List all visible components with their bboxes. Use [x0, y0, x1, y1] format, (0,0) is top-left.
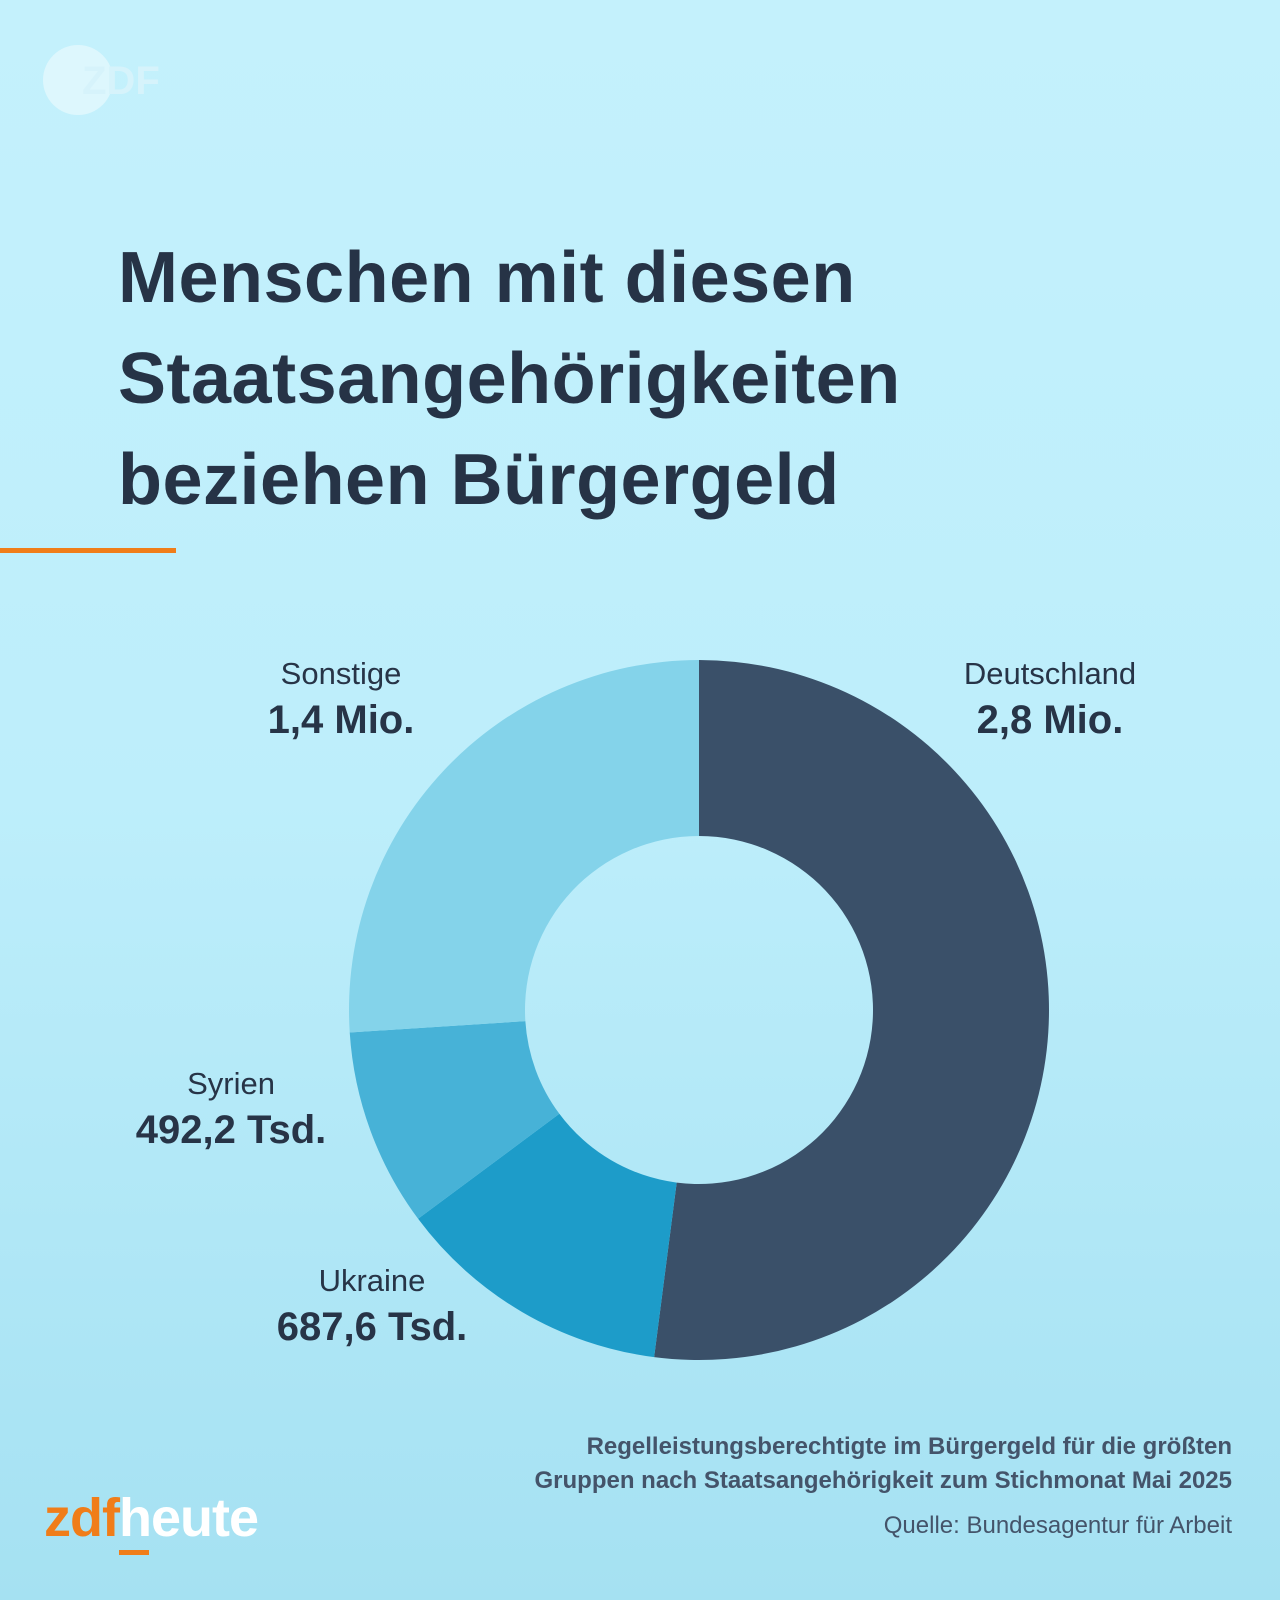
page-title: Menschen mit diesen Staatsangehörigkeite…: [118, 228, 901, 531]
label-deutschland: Deutschland 2,8 Mio.: [964, 656, 1136, 743]
slice-value: 492,2 Tsd.: [135, 1108, 327, 1152]
title-line: Menschen mit diesen: [118, 238, 856, 318]
description-line: Regelleistungsberechtigte im Bürgergeld …: [586, 1433, 1232, 1460]
slice-name: Ukraine: [318, 1263, 426, 1298]
title-line: Staatsangehörigkeiten: [118, 339, 901, 419]
title-line: beziehen Bürgergeld: [118, 440, 840, 520]
label-sonstige: Sonstige 1,4 Mio.: [268, 656, 415, 743]
slice-value: 687,6 Tsd.: [276, 1305, 468, 1349]
donut-slice-sonstige: [349, 660, 699, 1033]
label-ukraine: Ukraine 687,6 Tsd.: [277, 1263, 467, 1350]
slice-value: 2,8 Mio.: [976, 698, 1124, 742]
slice-value: 1,4 Mio.: [267, 698, 415, 742]
brand-heute: heute: [118, 1488, 259, 1548]
source-text: Quelle: Bundesagentur für Arbeit: [883, 1512, 1232, 1539]
donut-slice-ukraine: [418, 1113, 677, 1358]
zdf-watermark-logo: ZDF: [43, 45, 160, 115]
svg-text:ZDF: ZDF: [82, 59, 160, 103]
accent-divider: [0, 548, 176, 553]
description-line: Gruppen nach Staatsangehörigkeit zum Sti…: [534, 1467, 1233, 1494]
donut-slice-deutschland: [654, 660, 1050, 1360]
footer-caption: Regelleistungsberechtigte im Bürgergeld …: [535, 1430, 1233, 1540]
donut-slice-syrien: [349, 1021, 560, 1219]
brand-zdf: zdf: [44, 1488, 120, 1548]
slice-name: Sonstige: [280, 656, 402, 691]
zdfheute-logo: zdfheute: [44, 1487, 259, 1549]
label-syrien: Syrien 492,2 Tsd.: [136, 1066, 326, 1153]
slice-name: Syrien: [187, 1066, 275, 1101]
slice-name: Deutschland: [963, 656, 1137, 691]
